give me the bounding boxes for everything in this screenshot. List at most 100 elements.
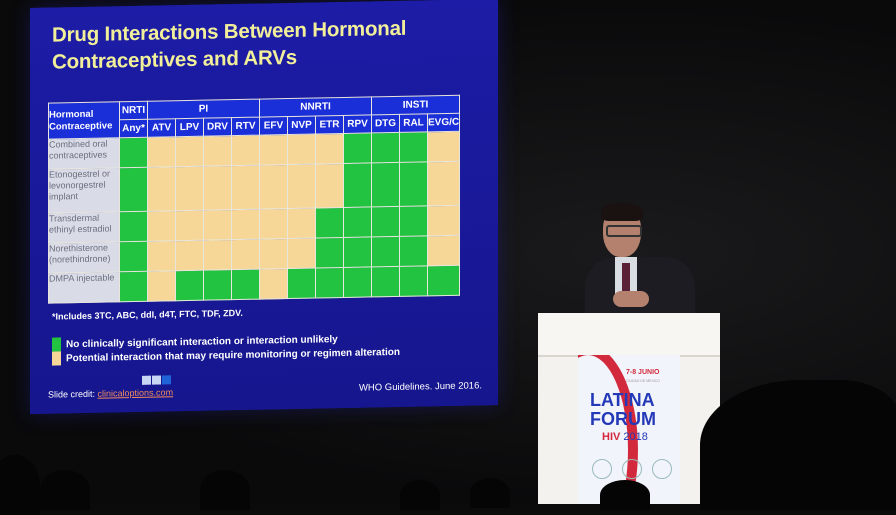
row-label: Transdermal ethinyl estradiol <box>48 211 120 244</box>
cell-no-interaction <box>287 268 316 299</box>
cell-no-interaction <box>399 161 428 207</box>
cell-potential-interaction <box>175 166 204 211</box>
cell-potential-interaction <box>287 164 316 209</box>
slide-title: Drug Interactions Between Hormonal Contr… <box>52 16 407 74</box>
audience-head <box>40 470 90 510</box>
podium-top <box>538 313 720 357</box>
glasses-icon <box>606 225 642 237</box>
cell-potential-interaction <box>203 165 232 211</box>
source-citation: WHO Guidelines. June 2016. <box>358 380 482 394</box>
cell-potential-interaction <box>427 205 460 236</box>
cell-no-interaction <box>399 265 428 297</box>
cell-potential-interaction <box>231 239 260 270</box>
cell-potential-interaction <box>287 208 316 239</box>
cell-no-interaction <box>343 266 372 298</box>
audience-head <box>200 470 250 510</box>
projected-slide: Drug Interactions Between Hormonal Contr… <box>30 0 498 414</box>
cell-no-interaction <box>343 236 372 268</box>
cell-potential-interaction <box>147 210 176 242</box>
column-header: DTG <box>371 114 400 133</box>
group-header: INSTI <box>371 95 460 115</box>
audience-head <box>600 480 650 510</box>
row-label: Norethisterone (norethindrone) <box>48 241 120 274</box>
cell-potential-interaction <box>175 136 204 167</box>
cell-potential-interaction <box>147 240 176 272</box>
cell-no-interaction <box>203 269 232 301</box>
sponsor-logos <box>592 459 672 479</box>
cell-no-interaction <box>231 269 260 300</box>
column-header: ATV <box>147 118 176 138</box>
column-header: DRV <box>203 117 232 137</box>
cell-potential-interaction <box>259 208 288 240</box>
tan-swatch <box>52 351 61 366</box>
cell-potential-interaction <box>147 136 176 168</box>
row-label: DMPA injectable <box>48 271 120 304</box>
cell-potential-interaction <box>147 166 176 212</box>
cell-potential-interaction <box>315 163 344 209</box>
cell-no-interaction <box>119 211 148 242</box>
credit-link[interactable]: clinicaloptions.com <box>97 387 174 399</box>
cell-no-interaction <box>315 267 344 299</box>
cell-potential-interaction <box>231 209 260 240</box>
cell-no-interaction <box>343 162 372 208</box>
green-swatch <box>52 337 61 352</box>
cell-no-interaction <box>119 241 148 272</box>
column-header: EFV <box>259 116 288 136</box>
cell-potential-interaction <box>203 239 232 271</box>
cell-potential-interaction <box>287 238 316 269</box>
column-header: RTV <box>231 117 260 136</box>
speaker <box>585 203 695 317</box>
cell-no-interaction <box>119 167 148 212</box>
cell-potential-interaction <box>259 268 288 300</box>
cell-no-interaction <box>371 206 400 237</box>
column-header: Any* <box>119 119 148 138</box>
cell-potential-interaction <box>203 209 232 241</box>
group-header: NRTI <box>119 101 148 120</box>
audience-head <box>470 478 510 508</box>
row-label: Etonogestrel or levonorgestrel implant <box>48 167 120 214</box>
table-row: Etonogestrel or levonorgestrel implant <box>48 161 460 214</box>
cell-potential-interaction <box>427 131 460 162</box>
cell-potential-interaction <box>175 210 204 241</box>
cell-no-interaction <box>175 270 204 301</box>
cell-no-interaction <box>371 266 400 297</box>
cell-no-interaction <box>399 235 428 267</box>
clinicaloptions-logo-icon <box>142 375 171 385</box>
cell-no-interaction <box>399 205 428 237</box>
cell-no-interaction <box>315 237 344 269</box>
corner-header: Hormonal Contraceptive <box>48 101 120 140</box>
cell-potential-interaction <box>203 135 232 167</box>
row-label: Combined oral contraceptives <box>48 137 120 170</box>
footnote: *Includes 3TC, ABC, ddI, d4T, FTC, TDF, … <box>52 307 243 322</box>
speaker-jacket <box>585 257 695 317</box>
cell-no-interaction <box>371 132 400 163</box>
tie-icon <box>622 263 630 291</box>
cell-no-interaction <box>427 265 460 296</box>
cell-potential-interaction <box>259 164 288 210</box>
cell-potential-interaction <box>175 240 204 271</box>
cell-no-interaction <box>371 162 400 207</box>
cell-no-interaction <box>119 271 148 302</box>
cell-no-interaction <box>343 132 372 164</box>
cell-potential-interaction <box>427 161 460 206</box>
event-banner: 7-8 JUNIO CIUDAD DE MEXICO LATINA FORUM … <box>578 355 680 504</box>
red-ribbon-icon <box>578 355 638 504</box>
audience-silhouette <box>700 380 896 510</box>
column-header: RPV <box>343 114 372 134</box>
cell-potential-interaction <box>259 238 288 270</box>
slide-credit: Slide credit: clinicaloptions.com <box>48 387 174 400</box>
column-header: LPV <box>175 118 204 137</box>
interaction-table: Hormonal Contraceptive NRTI PI NNRTI INSTI … <box>48 95 460 304</box>
cell-no-interaction <box>371 236 400 267</box>
group-header: NNRTI <box>259 96 372 118</box>
cell-potential-interaction <box>287 134 316 165</box>
column-header: RAL <box>399 113 428 133</box>
cell-potential-interaction <box>259 134 288 166</box>
column-header: NVP <box>287 116 316 135</box>
group-header: PI <box>147 99 260 120</box>
column-header: ETR <box>315 115 344 135</box>
cell-potential-interaction <box>427 235 460 266</box>
column-header: EVG/C <box>427 113 460 132</box>
cell-potential-interaction <box>315 133 344 165</box>
cell-no-interaction <box>343 206 372 238</box>
